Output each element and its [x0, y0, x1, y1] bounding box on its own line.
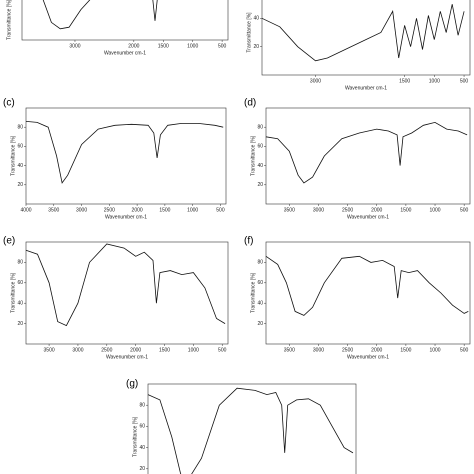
x-tick-label: 2500 [104, 207, 115, 213]
x-axis-label: Wavenumber cm-1 [104, 50, 146, 56]
plot-frame [265, 241, 471, 345]
x-tick-label: 2000 [371, 347, 382, 353]
x-axis-label: Wavenumber cm-1 [347, 354, 389, 360]
x-tick-label: 2000 [130, 347, 141, 353]
x-axis-label: Wavenumber cm-1 [106, 354, 148, 360]
x-tick-label: 2000 [371, 207, 382, 213]
y-tick-label: 60 [139, 424, 145, 430]
y-axis-label: Transmittance [%] [10, 272, 16, 313]
x-axis-label: Wavenumber cm-1 [345, 85, 387, 91]
x-tick-label: 3500 [284, 347, 295, 353]
plot-frame [261, 0, 471, 76]
y-tick-label: 40 [257, 163, 263, 169]
plot-frame [25, 241, 229, 345]
y-tick-label: 20 [257, 182, 263, 188]
x-tick-label: 1000 [188, 347, 199, 353]
plot-frame [25, 107, 227, 205]
y-axis-label: Transmittance [%] [10, 135, 16, 176]
x-tick-label: 1500 [399, 78, 410, 84]
panel-label: (f) [244, 236, 253, 247]
y-axis-label: Transmittance [%] [6, 0, 12, 40]
x-tick-label: 1000 [187, 207, 198, 213]
y-tick-label: 80 [257, 125, 263, 131]
y-tick-label: 40 [139, 445, 145, 451]
plot-frame [21, 0, 229, 41]
spectrum [265, 255, 469, 316]
x-tick-label: 1500 [159, 347, 170, 353]
x-tick-label: 3000 [310, 78, 321, 84]
y-axis-label: Transmittance [%] [250, 272, 256, 313]
x-tick-label: 500 [218, 347, 227, 353]
x-axis-label: Wavenumber cm-1 [347, 214, 389, 220]
y-axis-label: Transmittance [%] [246, 12, 252, 53]
x-tick-label: 3000 [76, 207, 87, 213]
x-tick-label: 1000 [429, 78, 440, 84]
x-tick-label: 500 [460, 78, 469, 84]
y-tick-label: 80 [17, 260, 23, 266]
x-tick-label: 3500 [44, 347, 55, 353]
spectrum [25, 121, 224, 184]
x-tick-label: 1500 [400, 207, 411, 213]
panel-label: (g) [126, 379, 138, 390]
panel-label: (e) [3, 236, 15, 247]
y-tick-label: 60 [257, 280, 263, 286]
x-tick-label: 2500 [101, 347, 112, 353]
y-tick-label: 80 [257, 260, 263, 266]
x-tick-label: 3000 [313, 207, 324, 213]
x-tick-label: 1000 [429, 207, 440, 213]
x-axis-label: Wavenumber cm-1 [105, 214, 147, 220]
y-tick-label: 40 [253, 16, 259, 22]
y-tick-label: 60 [17, 280, 23, 286]
spectrum [25, 243, 226, 327]
x-tick-label: 1500 [158, 43, 169, 49]
spectrum [42, 0, 158, 30]
spectrum [147, 387, 354, 474]
plot-frame [265, 107, 471, 205]
y-tick-label: 60 [257, 144, 263, 150]
x-tick-label: 2000 [128, 43, 139, 49]
plot-frame [147, 383, 357, 474]
y-axis-label: Transmittance [%] [132, 416, 138, 457]
y-tick-label: 20 [253, 44, 259, 50]
x-tick-label: 3500 [48, 207, 59, 213]
x-tick-label: 2500 [342, 347, 353, 353]
x-tick-label: 500 [460, 207, 469, 213]
y-tick-label: 60 [17, 144, 23, 150]
y-tick-label: 20 [139, 466, 145, 472]
panel-label: (c) [3, 98, 15, 109]
y-tick-label: 20 [17, 182, 23, 188]
y-tick-label: 40 [17, 301, 23, 307]
x-tick-label: 2000 [132, 207, 143, 213]
x-tick-label: 3000 [69, 43, 80, 49]
x-tick-label: 500 [216, 207, 225, 213]
spectrum [261, 4, 465, 62]
x-tick-label: 1500 [400, 347, 411, 353]
y-tick-label: 80 [139, 403, 145, 409]
x-tick-label: 2500 [342, 207, 353, 213]
y-tick-label: 40 [257, 301, 263, 307]
y-tick-label: 20 [17, 321, 23, 327]
x-tick-label: 3000 [313, 347, 324, 353]
x-tick-label: 500 [460, 347, 469, 353]
y-axis-label: Transmittance [%] [250, 135, 256, 176]
x-tick-label: 1000 [429, 347, 440, 353]
x-tick-label: 3500 [284, 207, 295, 213]
y-tick-label: 20 [257, 321, 263, 327]
spectrum [265, 121, 468, 184]
x-tick-label: 1000 [187, 43, 198, 49]
x-tick-label: 500 [218, 43, 227, 49]
y-tick-label: 40 [17, 163, 23, 169]
y-tick-label: 80 [17, 125, 23, 131]
x-tick-label: 4000 [20, 207, 31, 213]
x-tick-label: 3000 [72, 347, 83, 353]
panel-label: (d) [244, 98, 256, 109]
x-tick-label: 1500 [159, 207, 170, 213]
